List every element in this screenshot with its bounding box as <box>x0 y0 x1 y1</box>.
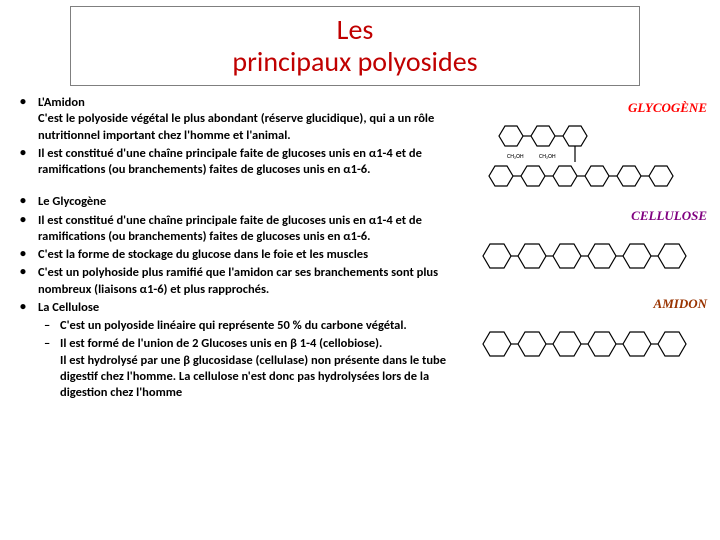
sub-3: Il est hydrolysé par une β glucosidase (… <box>60 353 465 402</box>
svg-text:CH₂OH: CH₂OH <box>539 152 556 160</box>
cellulose-label: CELLULOSE <box>475 208 715 224</box>
bullet-glycogene-2: Il est constitué d'une chaîne principale… <box>10 213 465 246</box>
page-title: Les principaux polyosides <box>232 14 477 78</box>
cellulose-sublist: C'est un polyoside linéaire qui représen… <box>38 318 465 401</box>
bullet-glycogene-3: C'est la forme de stockage du glucose da… <box>10 247 465 263</box>
glycogene-structure: CH₂OH CH₂OH <box>475 118 705 193</box>
sub-2: Il est formé de l'union de 2 Glucoses un… <box>38 336 465 401</box>
cellulose-diagram: CELLULOSE <box>475 208 715 286</box>
sub-1: C'est un polyoside linéaire qui représen… <box>38 318 465 334</box>
bullet-glycogene-4: C'est un polyhoside plus ramifié que l'a… <box>10 265 465 298</box>
bullet-cellulose: La Cellulose C'est un polyoside linéaire… <box>10 300 465 402</box>
amidon-diagram: AMIDON <box>475 296 715 374</box>
cellulose-structure <box>475 226 705 281</box>
svg-text:CH₂OH: CH₂OH <box>507 152 524 160</box>
diagrams-panel: GLYCOGÈNE <box>475 100 715 384</box>
bullet-amidon-2: Il est constitué d'une chaîne principale… <box>10 146 465 179</box>
bullet-list: L'Amidon C'est le polyoside végétal le p… <box>10 95 465 178</box>
glycogene-diagram: GLYCOGÈNE <box>475 100 715 198</box>
amidon-label: AMIDON <box>475 296 715 312</box>
content-area: L'Amidon C'est le polyoside végétal le p… <box>10 95 465 403</box>
title-container: Les principaux polyosides <box>70 6 640 86</box>
sub-2-text: Il est formé de l'union de 2 Glucoses un… <box>60 336 382 351</box>
bullet-amidon-1: L'Amidon C'est le polyoside végétal le p… <box>10 95 465 144</box>
bullet-glycogene-1: Le Glycogène <box>10 194 465 210</box>
amidon-structure <box>475 314 705 369</box>
glycogene-label: GLYCOGÈNE <box>475 100 715 116</box>
cellulose-heading: La Cellulose <box>38 300 99 315</box>
bullet-list-2: Le Glycogène Il est constitué d'une chaî… <box>10 194 465 401</box>
